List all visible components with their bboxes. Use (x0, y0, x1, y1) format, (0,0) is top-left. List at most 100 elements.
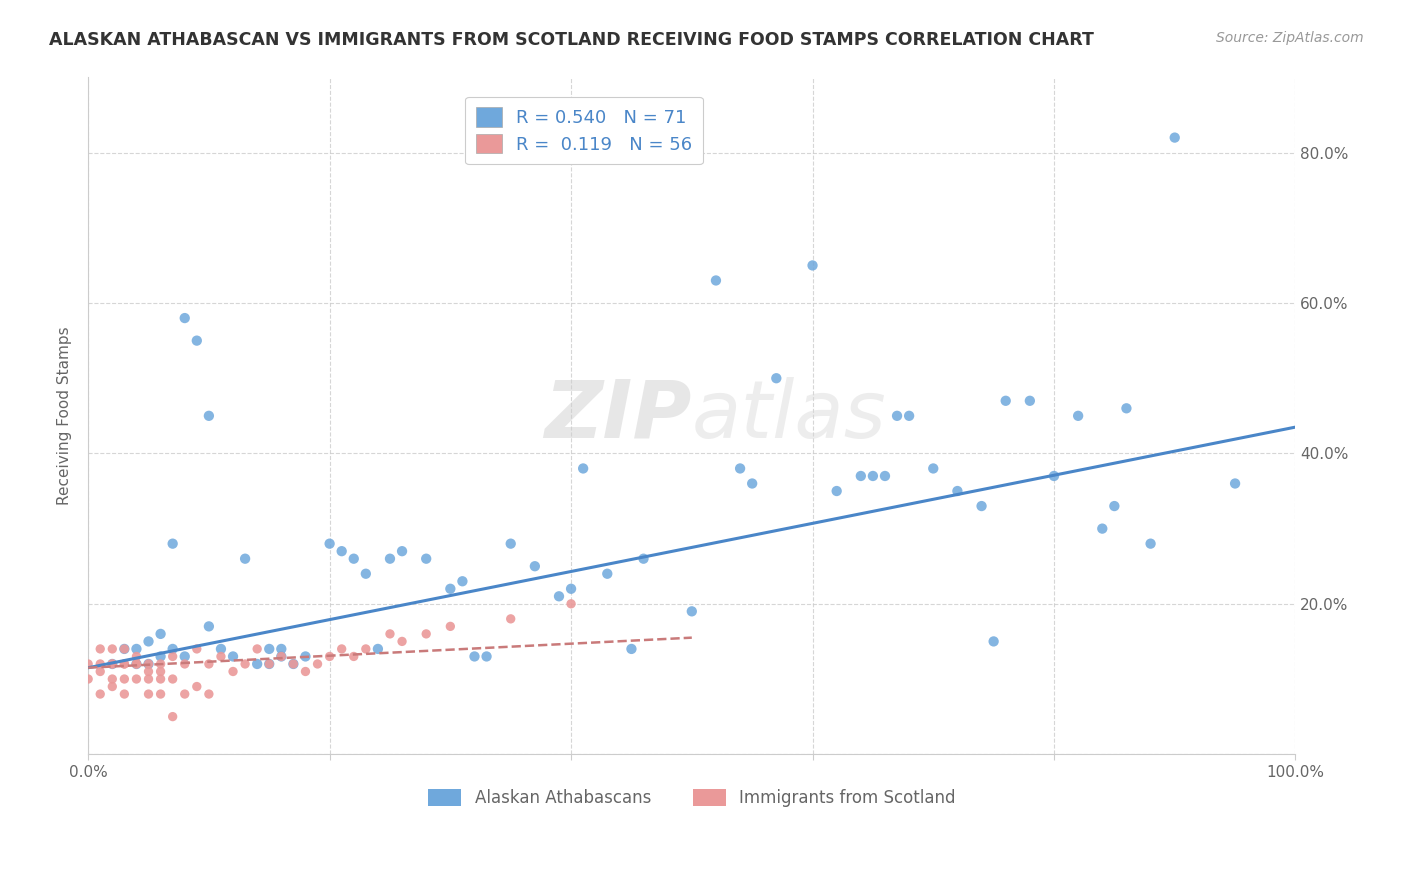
Point (101, 672, 124, 686)
Text: atlas: atlas (692, 376, 887, 455)
Point (101, 657, 124, 671)
Point (162, 642, 184, 657)
Point (89, 687, 111, 701)
Point (112, 642, 135, 657)
Point (1164, 130, 1187, 145)
Point (270, 649, 292, 664)
Point (499, 612, 522, 626)
Point (983, 634, 1005, 648)
Point (560, 582, 582, 596)
Point (125, 657, 148, 671)
Point (873, 469, 896, 483)
Point (330, 642, 353, 657)
Point (343, 649, 366, 664)
Text: ALASKAN ATHABASCAN VS IMMIGRANTS FROM SCOTLAND RECEIVING FOOD STAMPS CORRELATION: ALASKAN ATHABASCAN VS IMMIGRANTS FROM SC… (49, 31, 1094, 49)
Point (101, 680, 124, 694)
Point (112, 657, 135, 671)
Point (704, 273, 727, 287)
Point (209, 642, 232, 657)
Point (186, 334, 208, 348)
Point (112, 642, 135, 657)
Point (741, 476, 763, 491)
Point (270, 642, 292, 657)
Point (222, 649, 245, 664)
Point (475, 649, 498, 664)
Point (343, 551, 366, 566)
Point (257, 657, 280, 671)
Point (283, 657, 305, 671)
Legend: Alaskan Athabascans, Immigrants from Scotland: Alaskan Athabascans, Immigrants from Sco… (422, 782, 963, 814)
Point (138, 657, 160, 671)
Point (572, 461, 595, 475)
Point (886, 409, 908, 423)
Point (77, 672, 100, 686)
Point (849, 469, 872, 483)
Point (451, 574, 474, 589)
Point (1091, 522, 1114, 536)
Point (138, 672, 160, 686)
Point (198, 619, 221, 633)
Point (523, 559, 546, 574)
Point (765, 371, 787, 385)
Point (1043, 469, 1066, 483)
Point (257, 642, 280, 657)
Point (138, 665, 160, 679)
Point (162, 536, 184, 550)
Point (354, 566, 377, 581)
Point (222, 665, 245, 679)
Point (283, 657, 305, 671)
Point (1139, 536, 1161, 550)
Point (439, 582, 461, 596)
Point (89, 642, 111, 657)
Text: Source: ZipAtlas.com: Source: ZipAtlas.com (1216, 31, 1364, 45)
Point (620, 642, 643, 657)
Point (149, 665, 172, 679)
Point (233, 657, 256, 671)
Text: ZIP: ZIP (544, 376, 692, 455)
Point (198, 687, 221, 701)
Point (89, 665, 111, 679)
Y-axis label: Receiving Food Stamps: Receiving Food Stamps (58, 326, 72, 505)
Point (560, 597, 582, 611)
Point (415, 551, 437, 566)
Point (294, 649, 316, 664)
Point (463, 649, 485, 664)
Point (1104, 499, 1126, 513)
Point (922, 461, 945, 475)
Point (330, 544, 353, 558)
Point (246, 657, 269, 671)
Point (367, 642, 389, 657)
Point (138, 687, 160, 701)
Point (125, 672, 148, 686)
Point (862, 469, 884, 483)
Point (125, 649, 148, 664)
Point (378, 627, 401, 641)
Point (112, 657, 135, 671)
Point (391, 544, 413, 558)
Point (112, 672, 135, 686)
Point (1067, 409, 1090, 423)
Point (162, 672, 184, 686)
Point (149, 649, 172, 664)
Point (378, 551, 401, 566)
Point (946, 483, 969, 498)
Point (138, 657, 160, 671)
Point (162, 709, 184, 723)
Point (354, 642, 377, 657)
Point (186, 680, 208, 694)
Point (898, 409, 921, 423)
Point (186, 642, 208, 657)
Point (257, 657, 280, 671)
Point (138, 634, 160, 648)
Point (125, 657, 148, 671)
Point (548, 589, 571, 603)
Point (162, 649, 184, 664)
Point (318, 536, 340, 550)
Point (101, 657, 124, 671)
Point (596, 566, 619, 581)
Point (994, 393, 1017, 408)
Point (125, 642, 148, 657)
Point (149, 672, 172, 686)
Point (209, 649, 232, 664)
Point (101, 657, 124, 671)
